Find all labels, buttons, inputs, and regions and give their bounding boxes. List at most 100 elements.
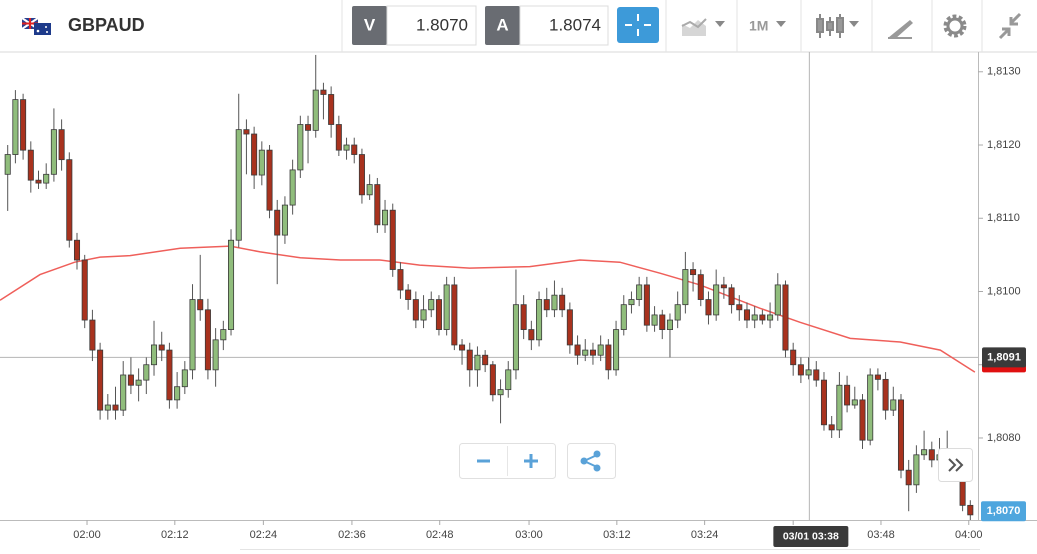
candle-body: [574, 344, 581, 356]
candle-body: [189, 299, 196, 371]
candle-body: [466, 349, 473, 371]
axes: 1,80801,80901,81001,81101,81201,813002:0…: [73, 66, 1026, 547]
candle-body: [420, 309, 427, 321]
candle-body: [335, 124, 342, 151]
bid-button[interactable]: V 1.8070: [352, 5, 477, 46]
chart-type-button[interactable]: [681, 18, 725, 36]
x-tick-label: 02:24: [250, 529, 278, 541]
candle-body: [443, 284, 450, 330]
candle-body: [143, 364, 150, 381]
y-tick-label: 1,8100: [987, 285, 1021, 297]
candle-body: [451, 284, 458, 346]
candle-body: [828, 424, 835, 431]
candle-body: [620, 304, 627, 330]
candle-body: [73, 239, 81, 261]
candle-body: [397, 269, 404, 291]
share-button[interactable]: [567, 443, 616, 479]
candle-body: [474, 354, 481, 371]
candle-body: [374, 184, 381, 226]
candle-body: [274, 209, 281, 236]
candle-body: [813, 369, 820, 381]
candle-body: [150, 344, 158, 366]
ask-value-box: [519, 5, 609, 46]
candle-body: [736, 304, 743, 311]
candle-body: [921, 449, 928, 456]
candle-body: [174, 386, 181, 401]
zoom-controls: [459, 443, 616, 479]
candle-body: [435, 299, 442, 330]
crosshair-price-badge: [982, 347, 1026, 368]
candle-body: [243, 129, 250, 135]
timeframe-button[interactable]: 1M: [749, 18, 786, 34]
ask-button[interactable]: A 1.8074: [485, 5, 609, 46]
candle-body: [566, 309, 573, 346]
candle-body: [543, 299, 550, 311]
last-price-label: 1,8070: [987, 505, 1021, 517]
plot-area: [0, 52, 978, 520]
candle-body: [220, 329, 227, 341]
candle-body: [844, 384, 851, 406]
candle-body: [166, 349, 173, 401]
scroll-to-end-button[interactable]: [938, 448, 973, 482]
crosshair-button[interactable]: [617, 7, 659, 43]
candle-body: [366, 184, 373, 196]
settings-button[interactable]: [943, 14, 967, 38]
candle-body: [651, 314, 658, 326]
candle-body: [628, 299, 635, 306]
candle-body: [289, 169, 296, 206]
candle-body: [489, 364, 496, 396]
candle-body: [459, 344, 466, 351]
candle-body: [751, 314, 758, 321]
candle-body: [104, 404, 111, 411]
candle-body: [836, 384, 843, 431]
candle-body: [43, 173, 50, 184]
zoom-in-button[interactable]: [524, 454, 538, 468]
candle-body: [913, 454, 920, 486]
symbol: GBPAUD: [68, 15, 145, 35]
candle-body: [613, 329, 620, 371]
candle-body: [551, 294, 558, 311]
candle-body: [890, 399, 897, 411]
x-tick-label: 02:12: [161, 529, 189, 541]
candle-body: [328, 94, 335, 125]
candle-body: [536, 299, 543, 341]
x-tick-label: 02:00: [73, 529, 101, 541]
x-tick-label: 03:24: [691, 529, 719, 541]
candle-body: [181, 369, 188, 388]
candle-body: [874, 374, 881, 380]
candle-body: [258, 149, 265, 176]
y-tick-label: 1,8120: [987, 139, 1021, 151]
candle-body: [851, 399, 858, 406]
candle-body: [497, 389, 504, 396]
draw-button[interactable]: [888, 20, 913, 39]
candle-body: [412, 299, 419, 321]
x-tick-label: 03:12: [603, 529, 631, 541]
candle-body: [120, 374, 127, 411]
candle-body: [728, 287, 735, 306]
candle-body: [666, 319, 673, 330]
candle-body: [820, 379, 828, 426]
timeframe: 1M: [749, 18, 768, 34]
candle-body: [705, 299, 712, 316]
candle-style-button[interactable]: [816, 14, 859, 38]
candle-body: [967, 504, 974, 516]
candle-body: [312, 89, 319, 131]
candle-body: [589, 349, 596, 356]
candle-body: [636, 284, 643, 300]
candle-body: [89, 319, 96, 351]
candle-body: [674, 304, 681, 321]
candle-body: [528, 329, 535, 341]
bid-value-box: [386, 5, 477, 46]
collapse-button[interactable]: [998, 12, 1022, 40]
candle-body: [281, 204, 288, 236]
last-price-badge: [981, 501, 1026, 522]
x-tick-label: 03:48: [867, 529, 895, 541]
candle-body: [197, 299, 204, 311]
candle-body: [320, 89, 327, 95]
candle-body: [358, 154, 365, 196]
candle-body: [266, 149, 273, 211]
candle-body: [58, 129, 65, 161]
x-tick-label: 04:00: [955, 529, 983, 541]
candle-body: [697, 274, 704, 300]
flag-icon: [21, 17, 51, 35]
